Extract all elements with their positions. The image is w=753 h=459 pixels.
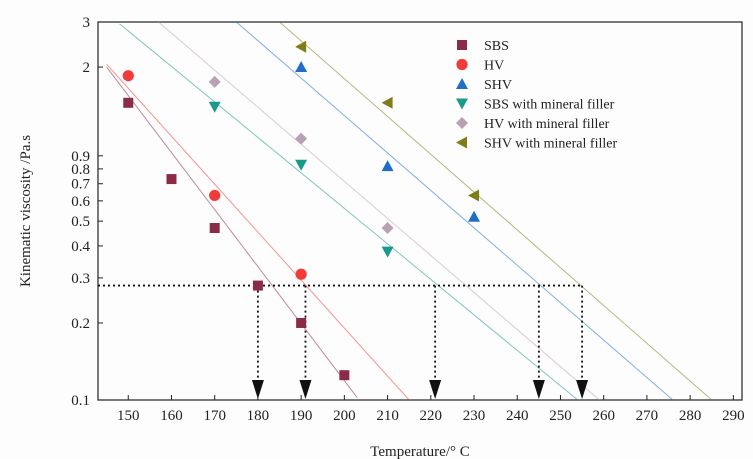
legend-marker xyxy=(456,136,467,149)
x-tick-label: 240 xyxy=(506,408,529,424)
data-point xyxy=(208,75,221,88)
y-tick-label: 0.6 xyxy=(71,194,90,210)
arrow-head xyxy=(299,380,312,399)
y-tick-label: 0.5 xyxy=(71,214,90,230)
x-tick-label: 290 xyxy=(722,408,745,424)
data-point xyxy=(339,370,350,381)
data-point xyxy=(166,174,177,185)
data-point xyxy=(295,40,307,53)
threshold-guides xyxy=(98,284,589,399)
fit-line xyxy=(106,66,358,399)
y-tick-label: 0.1 xyxy=(71,393,90,409)
fit-line xyxy=(106,63,410,400)
y-tick-label: 0.9 xyxy=(71,149,90,165)
y-tick-label: 0.7 xyxy=(71,177,90,193)
y-tick-label: 0.4 xyxy=(71,239,90,255)
data-points xyxy=(122,40,481,381)
legend: SBS HV SHV SBS with mineral filler HV with m… xyxy=(456,39,617,152)
x-tick-label: 170 xyxy=(203,408,226,424)
arrow-head xyxy=(576,380,589,399)
x-tick-label: 250 xyxy=(549,408,572,424)
data-point xyxy=(295,132,308,145)
x-axis-ticks: 150 160 170 180 190 200 210 220 230 240 250 260 270 2… xyxy=(117,395,745,424)
data-point xyxy=(295,159,308,171)
x-tick-label: 210 xyxy=(376,408,399,424)
x-tick-label: 200 xyxy=(333,408,356,424)
y-axis-ticks: 0.1 0.2 0.3 0.4 0.5 0.60.70.80.9 2 3 xyxy=(71,15,103,409)
legend-label: HV with mineral filler xyxy=(484,117,610,132)
x-tick-label: 220 xyxy=(420,408,443,424)
fit-line xyxy=(235,22,674,400)
legend-label: HV xyxy=(484,59,504,74)
data-point xyxy=(295,61,308,73)
x-tick-label: 270 xyxy=(636,408,659,424)
fit-line xyxy=(119,23,579,400)
x-tick-label: 150 xyxy=(117,408,140,424)
legend-marker xyxy=(456,98,468,110)
x-tick-label: 260 xyxy=(592,408,615,424)
data-point xyxy=(381,160,394,172)
data-point xyxy=(209,189,221,202)
data-point xyxy=(381,246,394,258)
fit-line xyxy=(279,22,713,400)
x-tick-label: 180 xyxy=(247,408,270,424)
arrow-head xyxy=(251,380,264,399)
legend-marker xyxy=(456,78,468,89)
data-point xyxy=(381,96,393,109)
arrow-head xyxy=(532,380,545,399)
y-axis-title: Kinematic viscosity /Pa.s xyxy=(18,135,34,287)
legend-label: SHV xyxy=(484,78,512,93)
data-point xyxy=(381,222,394,235)
x-axis-title: Temperature/° C xyxy=(370,444,470,459)
data-point xyxy=(208,101,221,113)
fit-line xyxy=(158,22,600,400)
data-point xyxy=(468,210,481,222)
x-tick-label: 160 xyxy=(160,408,183,424)
data-point xyxy=(296,317,307,328)
legend-marker xyxy=(456,58,468,71)
y-tick-label: 0.2 xyxy=(71,316,90,332)
fit-lines xyxy=(106,22,713,400)
y-tick-label: 2 xyxy=(83,60,91,76)
y-tick-label: 3 xyxy=(83,15,91,31)
data-point xyxy=(209,223,220,234)
data-point xyxy=(123,97,134,108)
x-tick-label: 280 xyxy=(679,408,702,424)
plot-frame xyxy=(97,21,743,401)
legend-label: SBS with mineral filler xyxy=(484,98,615,113)
x-tick-label: 230 xyxy=(463,408,486,424)
y-tick-label: 0.8 xyxy=(71,162,90,178)
y-tick-label: 0.3 xyxy=(71,271,90,287)
data-point xyxy=(122,70,134,82)
legend-marker xyxy=(456,117,468,129)
x-tick-label: 190 xyxy=(290,408,313,424)
legend-label: SBS xyxy=(484,39,509,54)
data-point xyxy=(252,280,263,291)
data-point xyxy=(468,189,480,202)
data-point xyxy=(295,268,307,280)
arrow-head xyxy=(429,380,442,399)
legend-label: SHV with mineral filler xyxy=(484,137,617,152)
legend-marker xyxy=(457,40,467,50)
